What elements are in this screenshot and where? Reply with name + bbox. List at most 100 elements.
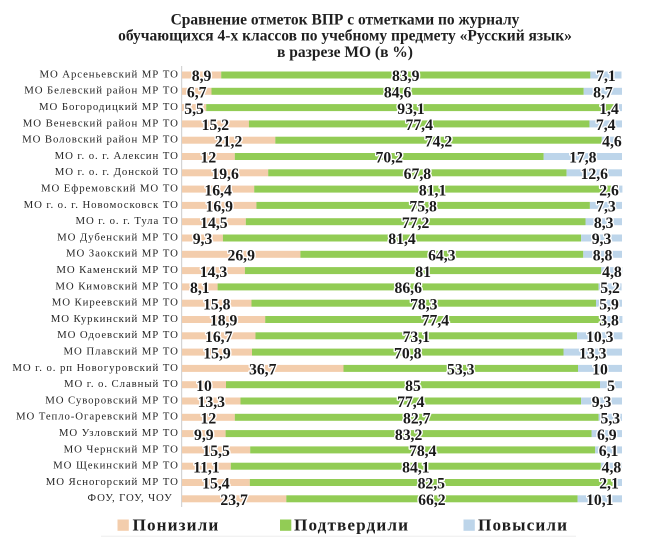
svg-text:77,4: 77,4 [405,117,433,134]
svg-text:МО Одоевский МР ТО: МО Одоевский МР ТО [57,329,179,341]
svg-text:15,5: 15,5 [202,443,230,460]
svg-text:7,3: 7,3 [596,199,616,216]
svg-text:36,7: 36,7 [249,362,277,379]
svg-text:16,4: 16,4 [204,182,232,199]
svg-text:ФОУ, ГОУ, ЧОУ: ФОУ, ГОУ, ЧОУ [88,492,173,504]
svg-text:70,8: 70,8 [394,345,422,362]
svg-text:МО Щекинский МР ТО: МО Щекинский МР ТО [53,460,179,472]
svg-text:6,7: 6,7 [187,85,207,102]
svg-text:74,2: 74,2 [425,133,453,150]
svg-text:9,9: 9,9 [194,427,214,444]
svg-text:10: 10 [592,362,608,379]
svg-text:17,8: 17,8 [569,150,597,167]
svg-text:МО Чернский МР ТО: МО Чернский МР ТО [64,443,179,455]
svg-text:5,9: 5,9 [599,296,619,313]
svg-text:77,4: 77,4 [397,394,425,411]
svg-text:18,9: 18,9 [210,313,238,330]
svg-text:7,4: 7,4 [596,117,616,134]
svg-text:12: 12 [201,150,217,167]
svg-text:11,1: 11,1 [193,459,220,476]
svg-text:МО Узловский МР ТО: МО Узловский МР ТО [59,427,179,439]
svg-text:5: 5 [607,378,615,395]
svg-text:9,3: 9,3 [193,231,213,248]
svg-text:МО Ясногорский МР ТО: МО Ясногорский МР ТО [46,476,179,488]
svg-text:МО Кимовский МР ТО: МО Кимовский МР ТО [55,280,178,292]
svg-text:10,3: 10,3 [586,329,614,346]
svg-text:МО г. о. г. Тула ТО: МО г. о. г. Тула ТО [75,215,178,227]
svg-text:10,1: 10,1 [586,492,614,509]
svg-text:82,5: 82,5 [418,476,446,493]
svg-text:МО Арсеньевский МР ТО: МО Арсеньевский МР ТО [40,68,179,80]
svg-text:26,9: 26,9 [227,248,255,265]
svg-text:5,3: 5,3 [600,411,620,428]
svg-text:2,6: 2,6 [599,182,619,199]
svg-text:73,1: 73,1 [403,329,431,346]
svg-text:84,1: 84,1 [402,459,430,476]
svg-text:12,6: 12,6 [581,166,609,183]
svg-text:МО г. о. г. Донской ТО: МО г. о. г. Донской ТО [55,166,179,178]
svg-text:66,2: 66,2 [418,492,446,509]
svg-text:93,1: 93,1 [397,101,425,118]
svg-text:МО г. о. Славный ТО: МО г. о. Славный ТО [64,378,179,390]
svg-text:7,1: 7,1 [596,68,616,85]
svg-text:МО Белевский район МР ТО: МО Белевский район МР ТО [24,85,179,97]
svg-text:86,6: 86,6 [394,280,422,297]
svg-text:77,4: 77,4 [422,313,450,330]
svg-text:МО Богородицкий МР ТО: МО Богородицкий МР ТО [39,101,179,113]
svg-text:Понизили: Понизили [133,515,220,534]
svg-text:81,1: 81,1 [419,182,447,199]
svg-text:МО Дубенский МР ТО: МО Дубенский МР ТО [57,231,179,243]
svg-text:МО Воловский район МР ТО: МО Воловский район МР ТО [22,134,179,146]
svg-text:53,3: 53,3 [447,362,475,379]
svg-text:23,7: 23,7 [220,492,248,509]
svg-text:81,4: 81,4 [388,231,416,248]
svg-text:13,3: 13,3 [198,394,226,411]
svg-text:МО Заокский МР ТО: МО Заокский МР ТО [66,248,179,260]
svg-text:85: 85 [405,378,421,395]
svg-text:67,8: 67,8 [404,166,432,183]
svg-text:обучающихся 4-х классов по уче: обучающихся 4-х классов по учебному пред… [118,28,572,45]
svg-text:14,5: 14,5 [200,215,228,232]
svg-text:МО Тепло-Огаревский МР ТО: МО Тепло-Огаревский МР ТО [16,411,179,423]
svg-text:в разрезе МО (в %): в разрезе МО (в %) [277,44,413,61]
svg-text:84,6: 84,6 [384,85,412,102]
svg-text:83,9: 83,9 [392,68,420,85]
svg-text:15,2: 15,2 [202,117,230,134]
svg-text:5,2: 5,2 [600,280,620,297]
svg-text:1,4: 1,4 [599,101,619,118]
svg-text:78,4: 78,4 [409,443,437,460]
svg-text:8,1: 8,1 [190,280,210,297]
svg-text:5,5: 5,5 [184,101,204,118]
svg-text:9,3: 9,3 [592,394,612,411]
svg-text:МО Веневский район МР ТО: МО Веневский район МР ТО [23,117,179,129]
svg-text:15,4: 15,4 [202,476,230,493]
svg-text:81: 81 [415,264,431,281]
svg-text:2,1: 2,1 [599,476,619,493]
svg-text:82,7: 82,7 [403,411,431,428]
svg-text:Сравнение отметок ВПР с отметк: Сравнение отметок ВПР с отметками по жур… [171,11,520,28]
svg-text:15,9: 15,9 [203,345,231,362]
svg-text:МО г. о. г. Новомосковск ТО: МО г. о. г. Новомосковск ТО [24,199,179,211]
svg-text:Подтвердили: Подтвердили [294,515,409,534]
svg-text:4,8: 4,8 [602,459,622,476]
svg-text:21,2: 21,2 [215,133,243,150]
svg-text:8,7: 8,7 [593,85,613,102]
svg-text:77,2: 77,2 [402,215,430,232]
svg-text:Повысили: Повысили [478,515,568,534]
svg-text:8,8: 8,8 [593,248,613,265]
svg-text:6,9: 6,9 [597,427,617,444]
svg-text:75,8: 75,8 [409,199,437,216]
svg-text:16,7: 16,7 [205,329,233,346]
svg-text:8,9: 8,9 [192,68,212,85]
svg-text:МО Ефремовский МО ТО: МО Ефремовский МО ТО [41,183,179,195]
svg-text:15,8: 15,8 [203,296,231,313]
svg-text:МО г. о. рп Новогуровский ТО: МО г. о. рп Новогуровский ТО [12,362,178,374]
svg-text:МО Куркинский МР ТО: МО Куркинский МР ТО [51,313,179,325]
svg-text:10: 10 [196,378,212,395]
svg-text:МО г. о. г. Алексин ТО: МО г. о. г. Алексин ТО [55,150,179,162]
svg-text:83,2: 83,2 [395,427,423,444]
svg-text:МО Каменский МР ТО: МО Каменский МР ТО [56,264,178,276]
svg-text:МО Суворовский МР ТО: МО Суворовский МР ТО [45,394,179,406]
svg-text:70,2: 70,2 [375,150,403,167]
svg-text:4,8: 4,8 [602,264,622,281]
